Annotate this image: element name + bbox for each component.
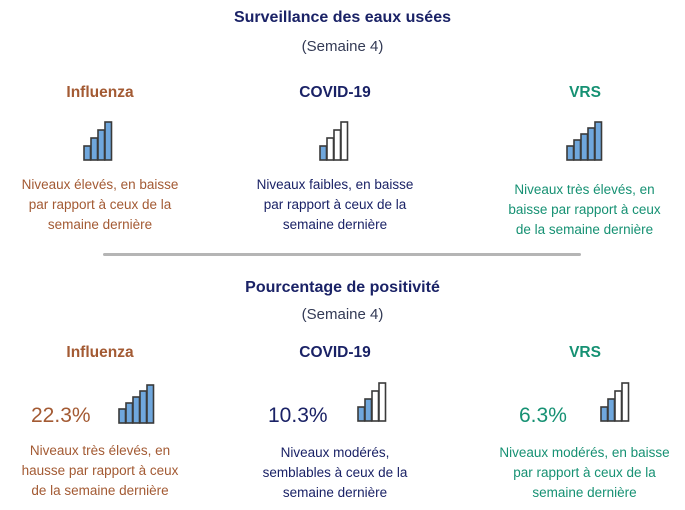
bar-level-icon — [357, 382, 387, 422]
level-bar — [573, 139, 582, 161]
bar-level-icon — [600, 382, 630, 422]
positivity-subtitle: (Semaine 4) — [301, 306, 384, 323]
bar-level-icon — [118, 384, 155, 424]
level-bar — [319, 145, 328, 161]
level-bar — [125, 402, 134, 424]
wastewater-title: Surveillance des eaux usées — [233, 9, 451, 26]
wastewater-vrs-description: Niveaux très élevés, en baisse par rappo… — [508, 182, 661, 237]
level-bar — [139, 390, 148, 424]
wastewater-covid-title: COVID-19 — [299, 84, 371, 101]
positivity-influenza-title: Influenza — [66, 344, 134, 361]
level-bar — [333, 129, 342, 161]
wastewater-influenza-description: Niveaux élevés, en baisse par rapport à … — [21, 177, 179, 232]
positivity-vrs-description: Niveaux modérés, en baisse par rapport à… — [499, 445, 670, 500]
wastewater-covid-description: Niveaux faibles, en baisse par rapport à… — [256, 177, 414, 232]
positivity-covid-title: COVID-19 — [299, 344, 371, 361]
level-bar — [104, 121, 113, 161]
positivity-covid-value: 10.3% — [268, 404, 328, 427]
level-bar — [357, 406, 366, 422]
level-bar — [580, 133, 589, 161]
level-bar — [371, 390, 380, 422]
positivity-covid-description: Niveaux modérés, semblables à ceux de la… — [262, 445, 408, 500]
positivity-influenza-value: 22.3% — [31, 404, 91, 427]
wastewater-vrs-title: VRS — [569, 84, 601, 101]
level-bar — [97, 129, 106, 161]
wastewater-influenza-title: Influenza — [66, 84, 134, 101]
positivity-title: Pourcentage de positivité — [245, 279, 440, 296]
level-bar — [594, 121, 603, 161]
level-bar — [364, 398, 373, 422]
level-bar — [326, 137, 335, 161]
level-bar — [621, 382, 630, 422]
positivity-influenza-description: Niveaux très élevés, en hausse par rappo… — [21, 443, 179, 498]
level-bar — [90, 137, 99, 161]
level-bar — [587, 127, 596, 161]
level-bar — [146, 384, 155, 424]
level-bar — [614, 390, 623, 422]
section-divider — [103, 253, 581, 256]
bar-level-icon — [83, 121, 113, 161]
wastewater-subtitle: (Semaine 4) — [301, 38, 384, 55]
level-bar — [600, 406, 609, 422]
bar-level-icon — [566, 121, 603, 161]
level-bar — [118, 408, 127, 424]
level-bar — [378, 382, 387, 422]
level-bar — [83, 145, 92, 161]
level-bar — [340, 121, 349, 161]
level-bar — [566, 145, 575, 161]
positivity-vrs-value: 6.3% — [519, 404, 567, 427]
level-bar — [132, 396, 141, 424]
bar-level-icon — [319, 121, 349, 161]
positivity-vrs-title: VRS — [569, 344, 601, 361]
level-bar — [607, 398, 616, 422]
